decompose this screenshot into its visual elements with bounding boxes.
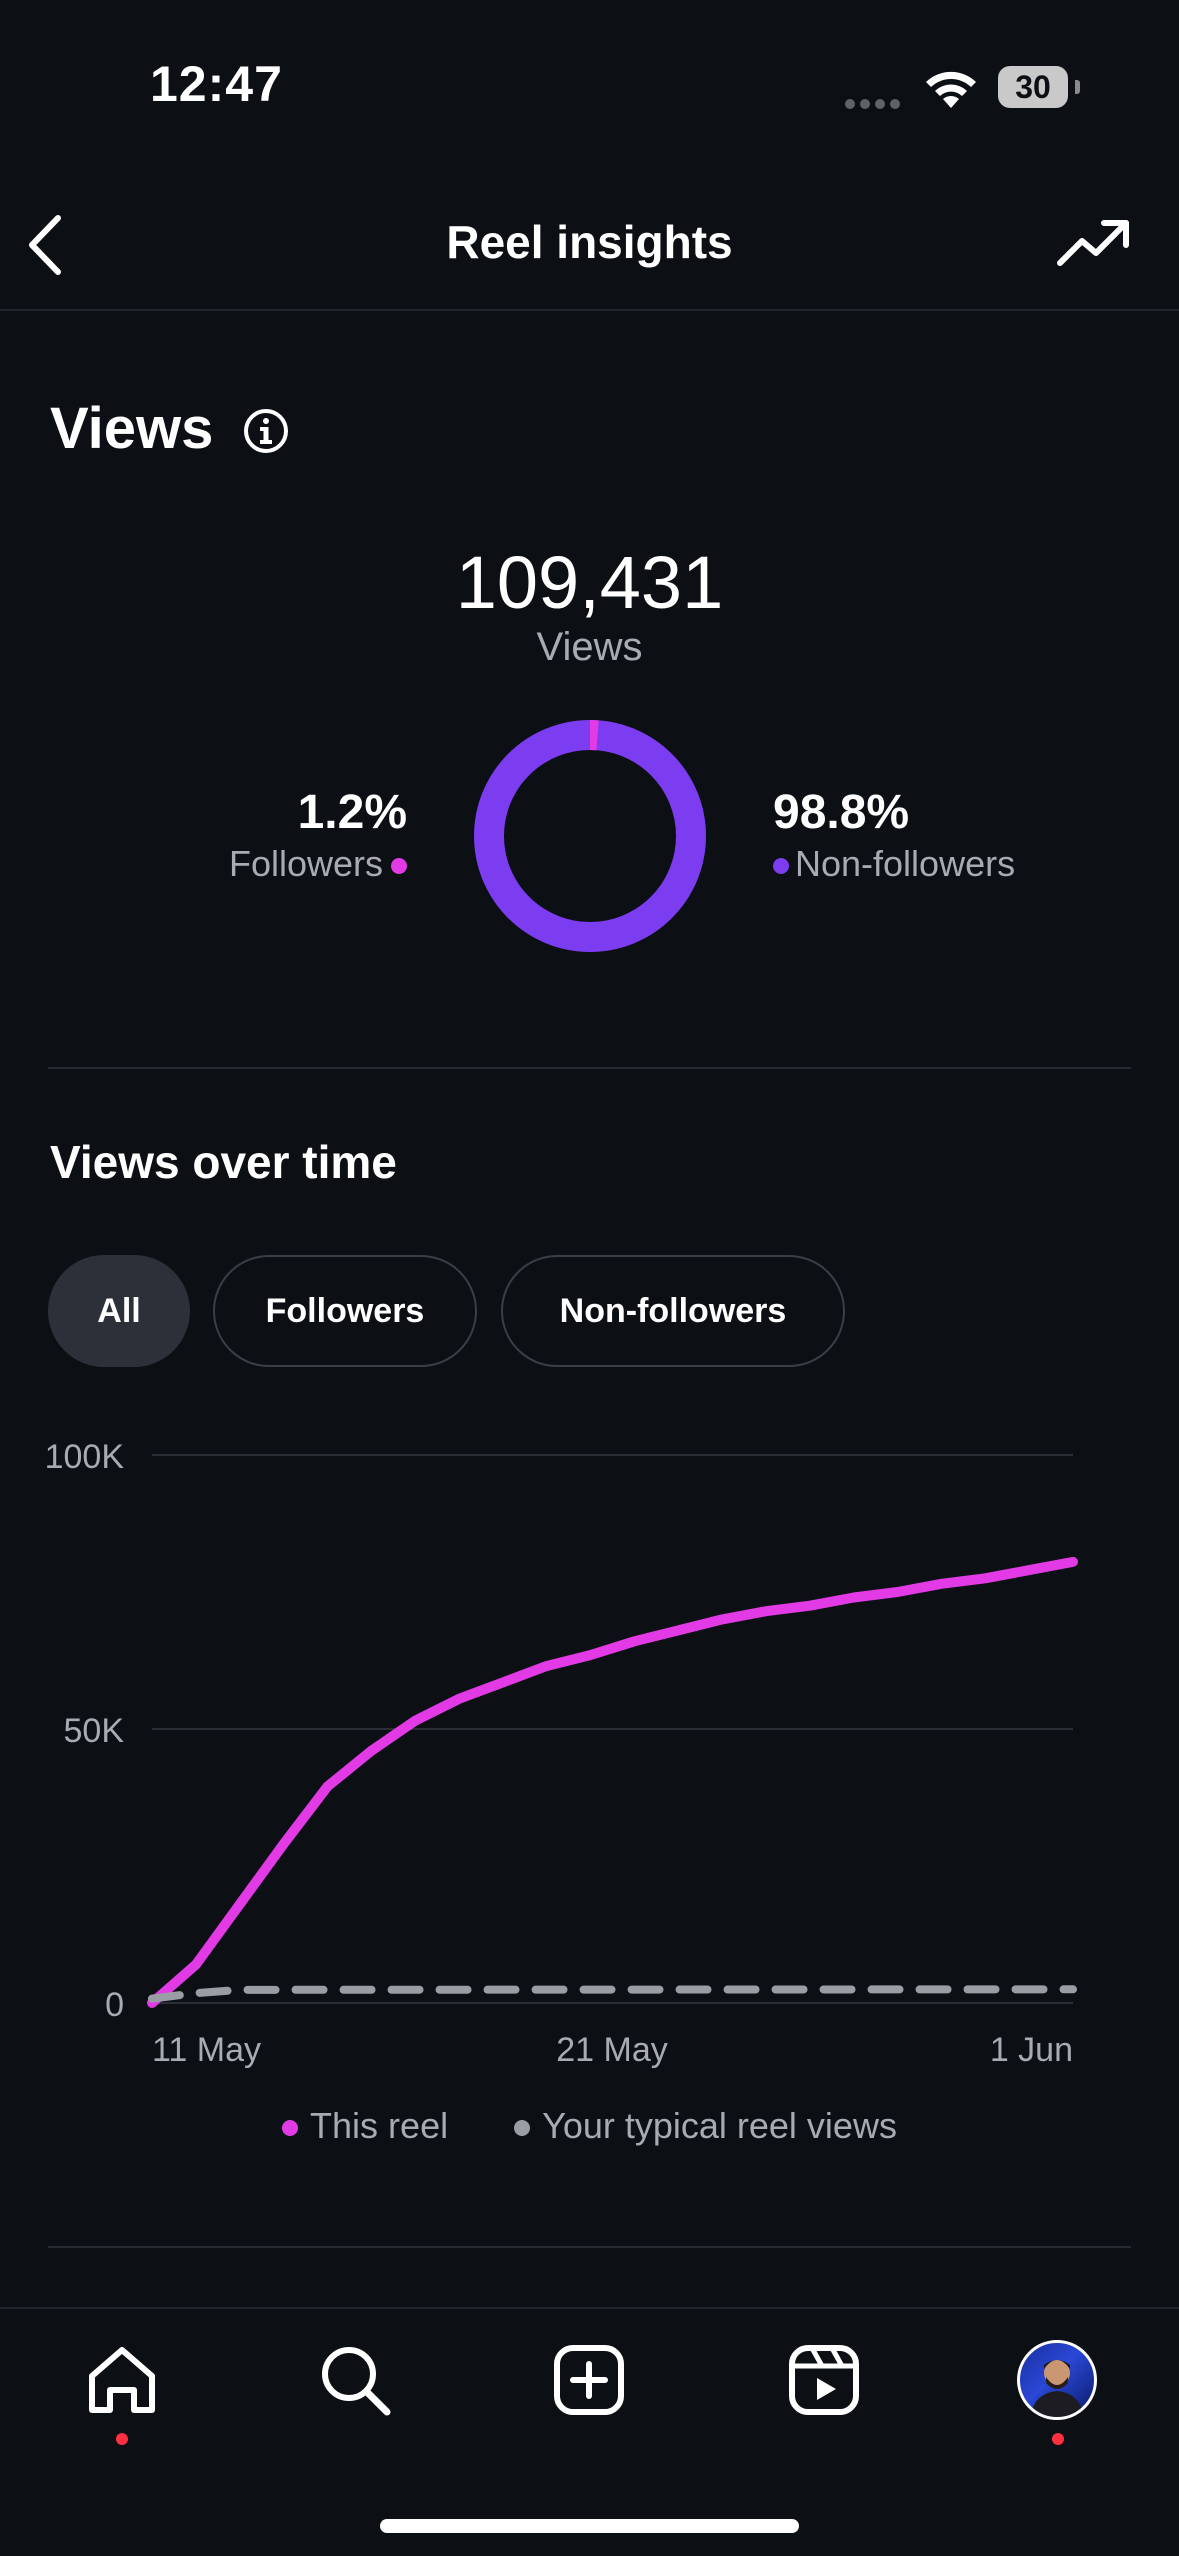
chart-legend: This reel Your typical reel views (0, 2105, 1179, 2147)
followers-label: Followers (229, 843, 407, 885)
filter-non-followers[interactable]: Non-followers (501, 1255, 845, 1367)
y-tick-label: 0 (105, 1986, 124, 2024)
y-tick-label: 50K (64, 1712, 125, 1750)
search-icon[interactable] (315, 2340, 395, 2420)
create-icon[interactable] (549, 2340, 629, 2420)
non-followers-label-text: Non-followers (795, 843, 1016, 884)
tabbar-divider (0, 2307, 1179, 2309)
followers-label-text: Followers (228, 843, 383, 884)
views-over-time-chart: 100K 50K 0 11 May 21 May 1 Jun (45, 1438, 1078, 2069)
donut-followers (474, 720, 706, 952)
status-time: 12:47 (150, 56, 283, 112)
legend-dot-typical (514, 2120, 531, 2137)
views-count: 109,431 (455, 541, 724, 624)
home-badge-dot (116, 2433, 128, 2445)
page-title: Reel insights (446, 216, 733, 268)
reels-icon[interactable] (784, 2340, 864, 2420)
x-tick-label: 21 May (556, 2031, 668, 2069)
section-divider (48, 2246, 1131, 2248)
profile-avatar[interactable] (1017, 2340, 1097, 2420)
avatar-image (1030, 2360, 1084, 2417)
donut-non-followers (474, 720, 706, 952)
battery-icon: 30 (998, 66, 1080, 108)
filter-followers[interactable]: Followers (213, 1255, 477, 1367)
legend-dot-this-reel (282, 2120, 299, 2137)
battery-level: 30 (998, 66, 1068, 108)
followers-dot (391, 858, 407, 875)
views-section-title: Views (50, 396, 214, 461)
nav-divider (0, 309, 1179, 311)
home-indicator (380, 2519, 799, 2533)
non-followers-percent: 98.8% (773, 786, 910, 839)
section-divider (48, 1067, 1131, 1069)
x-tick-label: 11 May (152, 2031, 261, 2069)
chevron-left-icon[interactable] (20, 210, 70, 280)
filter-all[interactable]: All (48, 1255, 190, 1367)
x-tick-label: 1 Jun (990, 2031, 1073, 2069)
legend-item-typical: Your typical reel views (514, 2105, 897, 2147)
home-icon[interactable] (82, 2340, 162, 2420)
profile-badge-dot (1052, 2433, 1064, 2445)
series-line-typical-reel-views (148, 1985, 1077, 2003)
legend-label-this-reel: This reel (310, 2105, 449, 2146)
info-icon[interactable] (242, 407, 290, 455)
legend-label-typical: Your typical reel views (542, 2105, 897, 2146)
views-over-time-title: Views over time (50, 1136, 397, 1188)
non-followers-dot (773, 858, 789, 875)
non-followers-label: Non-followers (773, 843, 1015, 885)
y-tick-label: 100K (45, 1438, 125, 1476)
wifi-icon (926, 71, 976, 108)
legend-item-this-reel: This reel (282, 2105, 448, 2147)
views-count-label: Views (536, 625, 643, 669)
trending-up-icon[interactable] (1056, 215, 1132, 271)
followers-percent: 1.2% (297, 786, 407, 839)
views-donut-chart (474, 720, 706, 952)
signal-dots-icon (845, 96, 905, 109)
series-line-this-reel (147, 1556, 1078, 2008)
